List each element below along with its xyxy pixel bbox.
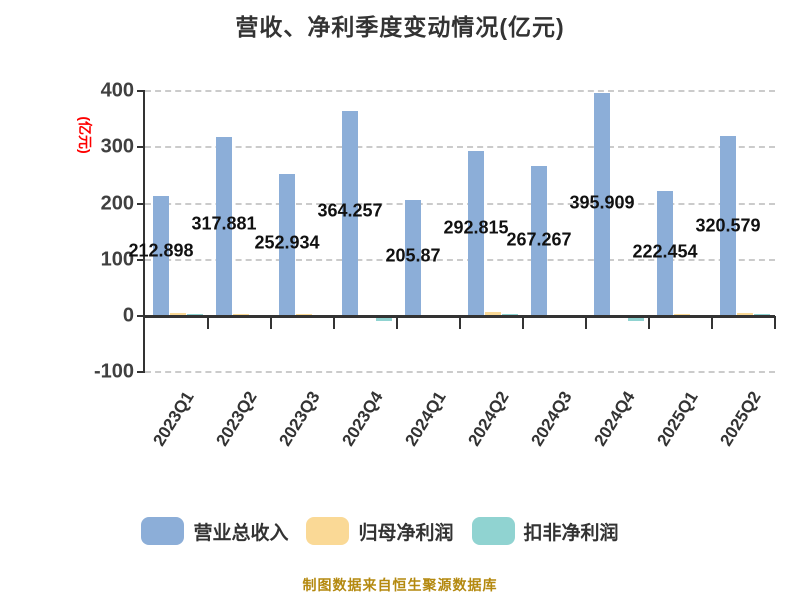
x-tick-label-2023Q2: 2023Q2 xyxy=(211,388,261,450)
bar-value-label-2024Q4: 395.909 xyxy=(569,192,635,213)
x-tick-mark xyxy=(396,316,398,329)
revenue-swatch-icon xyxy=(141,517,185,545)
x-tick-mark xyxy=(459,316,461,329)
x-tick-label-2025Q1: 2025Q1 xyxy=(652,388,702,450)
legend-item-net-profit: 归母净利润 xyxy=(306,517,454,545)
x-tick-label-2024Q3: 2024Q3 xyxy=(526,388,576,450)
x-tick-label-2025Q2: 2025Q2 xyxy=(715,388,765,450)
gridline-y200 xyxy=(145,202,775,205)
bar-value-label-2023Q1: 212.898 xyxy=(128,240,194,261)
gridline-y100 xyxy=(145,258,775,261)
gridline-y400 xyxy=(145,90,775,92)
bar-deducted-profit-2023Q4 xyxy=(376,316,392,322)
bar-revenue-2023Q1 xyxy=(153,196,169,316)
x-tick-label-2024Q1: 2024Q1 xyxy=(400,388,450,450)
bar-value-label-2025Q1: 222.454 xyxy=(632,241,698,262)
y-tick-mark xyxy=(137,90,145,92)
x-tick-mark xyxy=(585,316,587,329)
bar-revenue-2023Q2 xyxy=(216,137,232,316)
legend-item-deducted-profit: 扣非净利润 xyxy=(471,517,619,545)
x-tick-label-2024Q4: 2024Q4 xyxy=(589,388,639,450)
data-source-note: 制图数据来自恒生聚源数据库 xyxy=(302,577,498,593)
bar-value-label-2024Q3: 267.267 xyxy=(506,229,572,250)
bar-revenue-2024Q3 xyxy=(531,165,547,316)
legend: 营业总收入 归母净利润 扣非净利润 xyxy=(0,517,800,545)
y-axis-line xyxy=(143,91,145,372)
bar-revenue-2025Q1 xyxy=(657,190,673,316)
bar-value-label-2025Q2: 320.579 xyxy=(695,215,761,236)
bar-revenue-2023Q4 xyxy=(342,111,358,316)
legend-label-revenue: 营业总收入 xyxy=(193,522,289,544)
x-tick-label-2023Q4: 2023Q4 xyxy=(337,388,387,450)
bar-revenue-2024Q4 xyxy=(594,93,610,316)
x-tick-mark xyxy=(333,316,335,329)
bar-value-label-2024Q1: 205.87 xyxy=(385,245,441,266)
bar-net-profit-2024Q2 xyxy=(485,311,501,316)
bar-revenue-2024Q1 xyxy=(405,200,421,316)
y-tick-label: 400 xyxy=(100,79,134,102)
bar-net-profit-2025Q2 xyxy=(737,313,753,316)
legend-label-deducted-profit: 扣非净利润 xyxy=(523,522,619,544)
bar-value-label-2023Q3: 252.934 xyxy=(254,232,320,253)
gridline-y-100 xyxy=(145,371,775,374)
y-tick-mark xyxy=(137,146,145,149)
bar-revenue-2024Q2 xyxy=(468,151,484,316)
y-tick-label: 100 xyxy=(100,248,134,271)
y-tick-mark xyxy=(137,258,145,261)
bar-revenue-2023Q3 xyxy=(279,173,295,316)
bar-net-profit-2023Q1 xyxy=(170,313,186,316)
y-tick-label: 200 xyxy=(100,192,134,214)
x-tick-mark xyxy=(774,316,776,329)
y-tick-mark xyxy=(137,371,145,374)
bar-value-label-2024Q2: 292.815 xyxy=(443,217,509,238)
x-tick-mark xyxy=(522,316,524,329)
bar-deducted-profit-2024Q4 xyxy=(628,316,644,321)
net-profit-swatch-icon xyxy=(306,517,350,545)
chart-title: 营收、净利季度变动情况(亿元) xyxy=(235,14,565,40)
bar-net-profit-2025Q1 xyxy=(674,313,690,316)
y-tick-label: -100 xyxy=(93,360,134,383)
y-tick-label: 0 xyxy=(122,304,134,327)
x-tick-mark xyxy=(711,316,713,329)
bar-revenue-2025Q2 xyxy=(720,135,736,316)
x-tick-mark xyxy=(270,316,272,329)
y-tick-mark xyxy=(137,315,145,317)
x-tick-mark xyxy=(648,316,650,329)
x-axis-zero-line xyxy=(143,315,775,318)
x-tick-label-2023Q3: 2023Q3 xyxy=(274,388,324,450)
legend-label-net-profit: 归母净利润 xyxy=(358,522,454,544)
bar-value-label-2023Q4: 364.257 xyxy=(317,200,383,221)
x-tick-label-2024Q2: 2024Q2 xyxy=(463,388,513,450)
bar-value-label-2023Q2: 317.881 xyxy=(191,213,257,234)
x-tick-label-2023Q1: 2023Q1 xyxy=(148,388,198,450)
y-tick-label: 300 xyxy=(100,135,134,158)
bar-net-profit-2023Q2 xyxy=(233,313,249,316)
y-tick-mark xyxy=(137,202,145,205)
legend-item-revenue: 营业总收入 xyxy=(141,517,288,545)
bar-deducted-profit-2024Q2 xyxy=(502,313,518,316)
gridline-y300 xyxy=(145,146,775,149)
x-tick-mark xyxy=(207,316,209,329)
deducted-profit-swatch-icon xyxy=(471,517,515,545)
